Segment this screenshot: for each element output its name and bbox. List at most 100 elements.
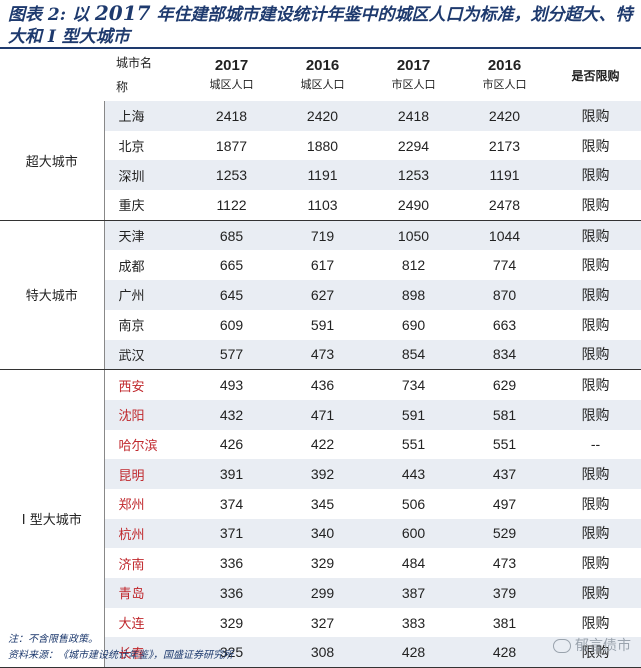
value-cell: 719 <box>277 220 368 251</box>
table-row: 南京 609 591 690 663 限购 <box>0 310 641 340</box>
value-cell: 854 <box>368 339 459 371</box>
value-cell: 2418 <box>186 101 277 131</box>
value-cell: 2294 <box>397 137 430 154</box>
header-limit: 是否限购 <box>550 47 641 101</box>
city-name: 青岛 <box>104 578 186 608</box>
value-cell: 834 <box>459 339 550 371</box>
value-cell: 392 <box>277 459 368 489</box>
table-row: I 型大城市 西安 493 436 734 629 限购 <box>0 369 641 668</box>
header-city-name: 城市名 称 <box>104 47 186 101</box>
limit-cell: 限购 <box>581 555 610 572</box>
table-row: 大连 329 327 383 381 限购 <box>0 608 641 638</box>
value-cell: 898 <box>368 280 459 310</box>
limit-cell: -- <box>590 436 601 453</box>
city-name: 哈尔滨 <box>118 438 158 454</box>
source-text: 资料来源：《城市建设统计年鉴》，国盛证券研究所 <box>8 650 233 661</box>
value-cell: 2173 <box>488 137 521 154</box>
value-cell: 484 <box>401 555 426 572</box>
value-cell: 600 <box>368 518 459 549</box>
limit-cell: 限购 <box>550 160 641 191</box>
value-cell: 812 <box>401 257 426 274</box>
city-name: 成都 <box>118 259 145 275</box>
table-row: 武汉 577 473 854 834 限购 <box>0 339 641 371</box>
notes: 注：不含限售政策。 资料来源：《城市建设统计年鉴》，国盛证券研究所 <box>8 632 233 664</box>
value-cell: 734 <box>401 377 426 394</box>
limit-cell: 限购 <box>581 495 610 512</box>
table-row: 青岛 336 299 387 379 限购 <box>0 578 641 608</box>
value-cell: 345 <box>310 495 335 512</box>
value-cell: 1880 <box>306 137 339 154</box>
city-name: 沈阳 <box>104 399 186 430</box>
limit-cell: 限购 <box>550 399 641 430</box>
value-cell: 2418 <box>368 101 459 131</box>
value-cell: 497 <box>492 495 517 512</box>
city-name: 西安 <box>118 379 145 395</box>
value-cell: 325 <box>186 637 277 668</box>
limit-cell: 限购 <box>550 518 641 549</box>
value-cell: 2490 <box>368 190 459 221</box>
group-label: I 型大城市 <box>0 369 105 668</box>
value-cell: 690 <box>401 316 426 333</box>
value-cell: 436 <box>310 377 335 394</box>
table-row: 深圳 1253 1191 1253 1191 限购 <box>0 160 641 191</box>
value-cell: 1122 <box>186 190 277 221</box>
table-row: 重庆 1122 1103 2490 2478 限购 <box>0 190 641 221</box>
value-cell: 1191 <box>277 160 368 191</box>
value-cell: 437 <box>459 459 550 489</box>
value-cell: 391 <box>186 459 277 489</box>
value-cell: 1050 <box>368 220 459 251</box>
group-label: 超大城市 <box>0 101 105 221</box>
limit-cell: 限购 <box>550 578 641 608</box>
table-body: 超大城市 上海 2418 2420 2418 2420 限购 北京 1877 1880 2294 21… <box>0 101 641 668</box>
table-row: 昆明 391 392 443 437 限购 <box>0 459 641 489</box>
city-name: 昆明 <box>104 459 186 489</box>
value-cell: 506 <box>401 495 426 512</box>
value-cell: 371 <box>186 518 277 549</box>
title-prefix: 图表 2: 以 <box>8 5 95 25</box>
limit-cell: 限购 <box>581 257 610 274</box>
value-cell: 422 <box>310 436 335 453</box>
city-name: 上海 <box>104 101 186 131</box>
value-cell: 473 <box>277 339 368 371</box>
limit-cell: 限购 <box>550 220 641 251</box>
value-cell: 340 <box>277 518 368 549</box>
table-row: 长春 325 308 428 428 限购 <box>0 637 641 668</box>
value-cell: 379 <box>459 578 550 608</box>
watermark: 郁言债市 <box>553 635 631 655</box>
table-row: 哈尔滨 426 422 551 551 -- <box>0 430 641 460</box>
note-text: 注：不含限售政策。 <box>8 634 98 645</box>
value-cell: 473 <box>492 555 517 572</box>
limit-cell: 限购 <box>550 190 641 221</box>
figure-title: 图表 2: 以 2017 年住建部城市建设统计年鉴中的城区人口为标准，划分超大、… <box>8 2 636 48</box>
value-cell: 327 <box>310 614 335 631</box>
value-cell: 591 <box>310 316 335 333</box>
value-cell: 1044 <box>459 220 550 251</box>
value-cell: 329 <box>219 614 244 631</box>
table-row: 特大城市 天津 685 719 1050 1044 限购 <box>0 220 641 371</box>
value-cell: 308 <box>277 637 368 668</box>
value-cell: 1103 <box>277 190 368 221</box>
value-cell: 774 <box>492 257 517 274</box>
value-cell: 627 <box>277 280 368 310</box>
value-cell: 645 <box>186 280 277 310</box>
title-year: 2017 <box>94 1 151 25</box>
table-row: 郑州 374 345 506 497 限购 <box>0 489 641 519</box>
group-label: 特大城市 <box>0 220 105 371</box>
limit-cell: 限购 <box>550 101 641 131</box>
value-cell: 387 <box>368 578 459 608</box>
table-row: 北京 1877 1880 2294 2173 限购 <box>0 131 641 161</box>
value-cell: 609 <box>219 316 244 333</box>
header-col-2: 2016 城区人口 <box>277 47 368 101</box>
table-row: 济南 336 329 484 473 限购 <box>0 548 641 578</box>
value-cell: 663 <box>492 316 517 333</box>
table-row: 成都 665 617 812 774 限购 <box>0 250 641 280</box>
limit-cell: 限购 <box>581 377 610 394</box>
limit-cell: 限购 <box>581 614 610 631</box>
value-cell: 299 <box>277 578 368 608</box>
city-name: 大连 <box>118 617 145 633</box>
city-name: 济南 <box>118 557 145 573</box>
value-cell: 336 <box>219 555 244 572</box>
value-cell: 529 <box>459 518 550 549</box>
value-cell: 374 <box>219 495 244 512</box>
value-cell: 629 <box>492 377 517 394</box>
